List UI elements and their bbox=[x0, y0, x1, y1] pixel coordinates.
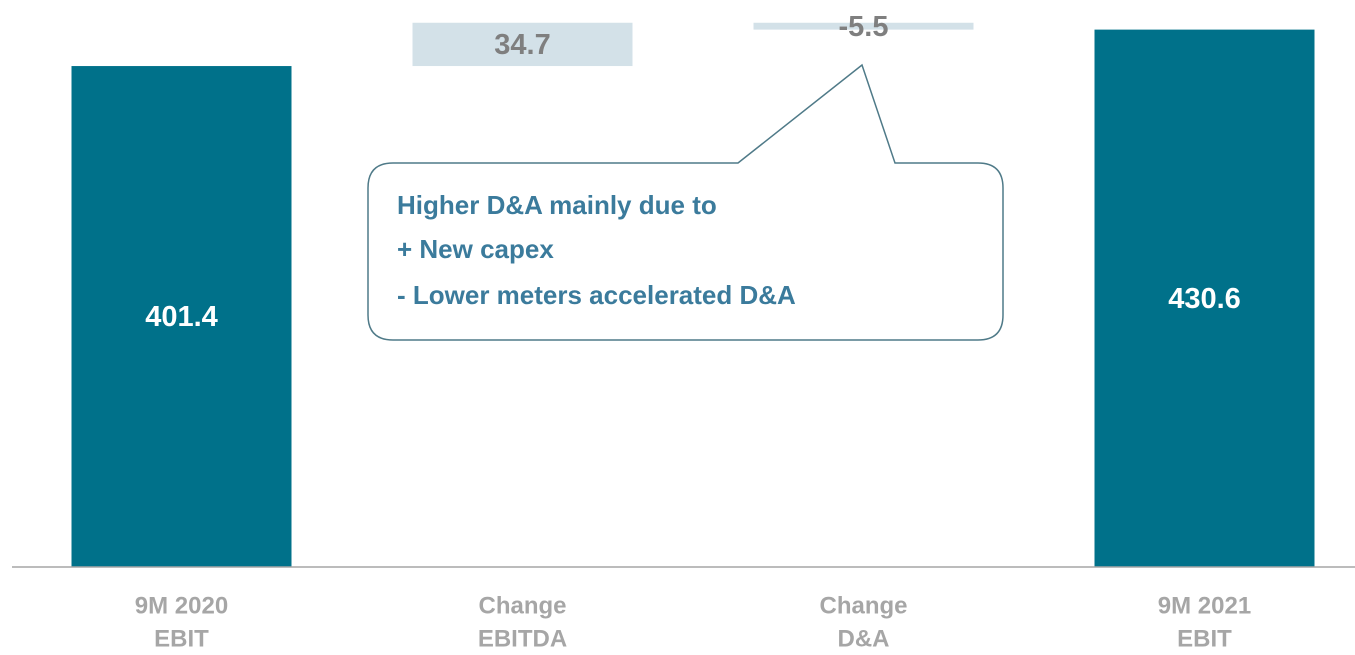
annotation-line: Higher D&A mainly due to bbox=[397, 190, 717, 220]
bar bbox=[753, 22, 974, 30]
x-tick-label: Change bbox=[478, 592, 566, 619]
callout bbox=[367, 63, 1004, 341]
x-tick-label: 9M 2021 bbox=[1158, 592, 1251, 619]
bar bbox=[412, 22, 633, 67]
annotation-line: - Lower meters accelerated D&A bbox=[397, 280, 796, 310]
annotation-line: + New capex bbox=[397, 234, 554, 264]
value-label: -5.5 bbox=[839, 11, 889, 43]
value-label: 430.6 bbox=[1168, 283, 1241, 315]
x-tick-label: D&A bbox=[838, 625, 890, 652]
value-label: 401.4 bbox=[145, 301, 218, 333]
x-tick-label: EBIT bbox=[1177, 625, 1232, 652]
bar bbox=[71, 66, 292, 568]
bar bbox=[1094, 29, 1315, 567]
x-tick-label: EBIT bbox=[154, 625, 209, 652]
x-tick-label: 9M 2020 bbox=[135, 592, 228, 619]
x-tick-label: Change bbox=[819, 592, 907, 619]
value-label: 34.7 bbox=[494, 29, 550, 61]
x-tick-label: EBITDA bbox=[478, 625, 567, 652]
